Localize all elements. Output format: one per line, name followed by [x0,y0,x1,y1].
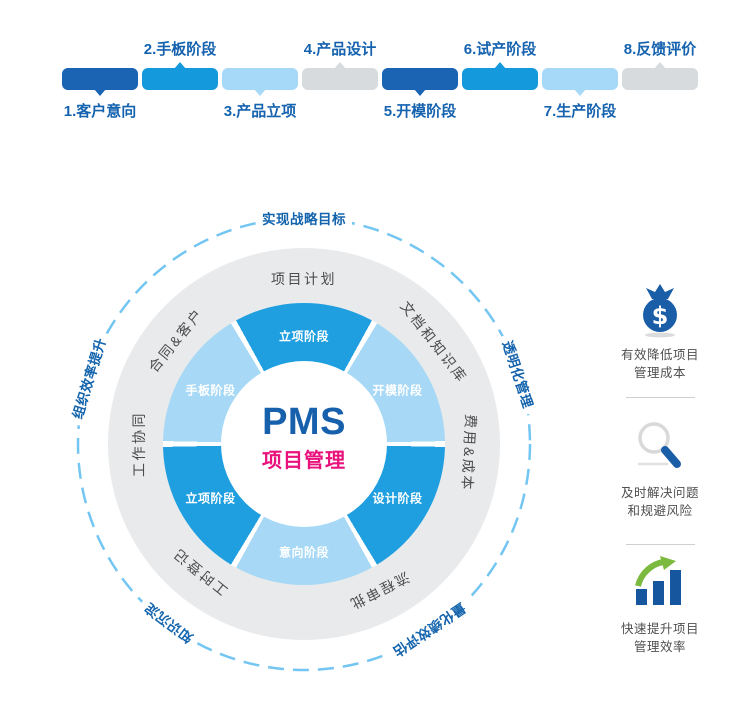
timeline-segment [542,68,618,96]
process-timeline: 1.客户意向 2.手板阶段 3.产品立项 4.产品设计 5.开模阶段 6.试产阶段 7.生产… [62,36,702,122]
timeline-segment [382,68,458,96]
timeline-stage-label: 2.手板阶段 [143,41,217,58]
pie-segment-label: 立项阶段 [185,491,236,506]
timeline-segment-pointer [414,89,426,96]
timeline-segment [302,62,378,90]
bar-chart-icon [635,556,681,605]
timeline-segment [142,62,218,90]
timeline-segment [622,62,698,90]
timeline-stage-label: 1.客户意向 [63,103,137,120]
pie-segment-label: 开模阶段 [372,383,423,398]
timeline-segment [62,68,138,96]
benefit-caption: 有效降低项目 管理成本 [596,346,724,382]
timeline-segment-pointer [574,89,586,96]
ring-module-label: 工作协同 [131,411,147,477]
ring-module-label: 项目计划 [271,271,337,287]
timeline-segment-pointer [174,62,186,69]
timeline-stage-label: 6.试产阶段 [463,41,537,58]
benefit-caption-line: 快速提升项目 [620,622,699,636]
benefit-caption-line: 管理效率 [633,640,686,654]
timeline-stage-label: 7.生产阶段 [543,103,617,120]
magnifier-icon [638,422,681,468]
benefit-caption: 及时解决问题 和规避风险 [596,484,724,520]
timeline-stage-label: 8.反馈评价 [623,41,697,58]
divider [626,544,695,545]
divider [626,397,695,398]
timeline-stage-label: 5.开模阶段 [383,103,457,120]
timeline-segment-pointer [254,89,266,96]
timeline-segment-pointer [94,89,106,96]
pie-segment-label: 手板阶段 [185,383,236,398]
ring-module-label: 费用&成本 [458,413,479,492]
wheel-center-circle [221,361,387,527]
timeline-segment-pointer [494,62,506,69]
benefit-caption-line: 及时解决问题 [620,486,699,500]
benefit-caption-line: 管理成本 [633,366,686,380]
pie-segment-label: 立项阶段 [278,329,330,344]
wheel-center-subtitle: 项目管理 [262,450,346,472]
timeline-segment-pointer [334,62,346,69]
benefit-caption-line: 有效降低项目 [620,348,699,362]
benefit-caption: 快速提升项目 管理效率 [596,620,724,656]
pie-segment-label: 意向阶段 [278,545,330,560]
pie-segment-label: 设计阶段 [372,491,423,506]
wheel-center: PMS 项目管理 [262,403,346,473]
money-bag-icon: $ [643,284,677,338]
timeline-segment [222,68,298,96]
wheel-center-title: PMS [262,401,346,443]
timeline-stage-label: 3.产品立项 [223,103,297,120]
timeline-segment [462,62,538,90]
timeline-stage-label: 4.产品设计 [303,41,377,58]
timeline-segment-pointer [654,62,666,69]
outer-benefit-label: 实现战略目标 [256,207,352,229]
benefit-caption-line: 和规避风险 [627,504,693,518]
svg-text:$: $ [652,302,669,330]
